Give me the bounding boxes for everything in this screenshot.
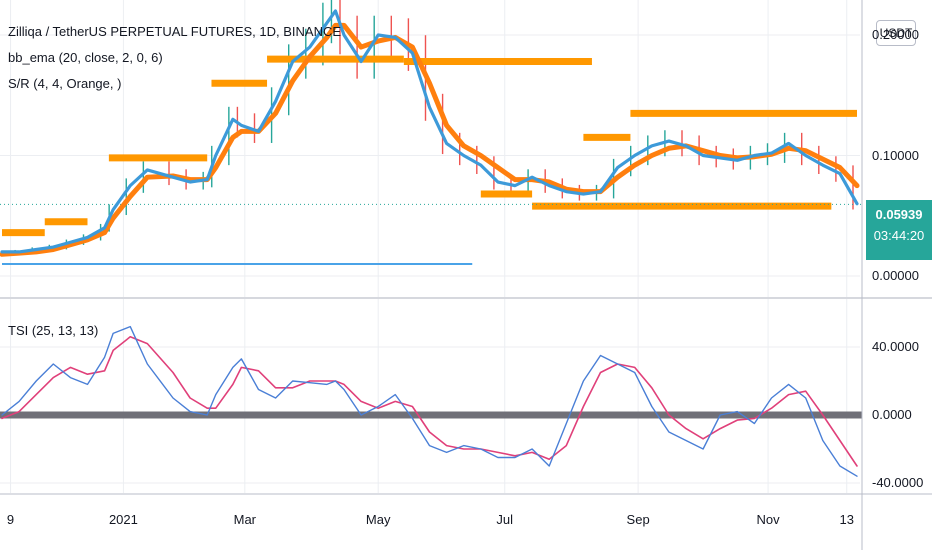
time-axis-tick-label: Sep bbox=[626, 512, 650, 527]
grid bbox=[0, 0, 860, 493]
bar-countdown: 03:44:20 bbox=[873, 228, 925, 243]
tsi-axis-tick-label: 0.0000 bbox=[872, 407, 912, 422]
price-axis-tick-label: 0.20000 bbox=[872, 27, 919, 42]
last-price-value: 0.05939 bbox=[875, 207, 923, 222]
currency-button[interactable]: USDT bbox=[876, 20, 916, 46]
time-axis-tick-label: 13 bbox=[839, 512, 854, 527]
time-axis-tick-label: Mar bbox=[233, 512, 257, 527]
tsi-signal-line bbox=[1, 335, 858, 467]
price-panel bbox=[0, 0, 862, 265]
ema-line bbox=[0, 22, 860, 257]
time-axis-tick-label: 2021 bbox=[108, 512, 138, 527]
price-axis-tick-label: 0.00000 bbox=[872, 268, 919, 283]
price-line bbox=[0, 9, 859, 254]
tsi-axis-tick-label: -40.0000 bbox=[872, 475, 924, 490]
time-axis-tick-label: May bbox=[365, 512, 391, 527]
last-price-badge: 0.05939 03:44:20 bbox=[866, 200, 932, 260]
tsi-legend[interactable]: TSI (25, 13, 13) bbox=[8, 323, 99, 338]
tsi-axis-tick-label: 40.0000 bbox=[872, 339, 919, 354]
bb-ema-legend[interactable]: bb_ema (20, close, 2, 0, 6) bbox=[8, 50, 163, 65]
symbol-title[interactable]: Zilliqa / TetherUS PERPETUAL FUTURES, 1D… bbox=[8, 24, 342, 39]
time-axis-tick-label: 9 bbox=[6, 512, 15, 527]
price-axis-tick-label: 0.10000 bbox=[872, 147, 919, 163]
time-axis-tick-label: Nov bbox=[756, 512, 780, 527]
tsi-panel bbox=[0, 325, 862, 477]
time-axis-tick-label: Jul bbox=[496, 512, 514, 527]
sr-legend[interactable]: S/R (4, 4, Orange, ) bbox=[8, 76, 122, 91]
tsi-line bbox=[1, 325, 858, 477]
